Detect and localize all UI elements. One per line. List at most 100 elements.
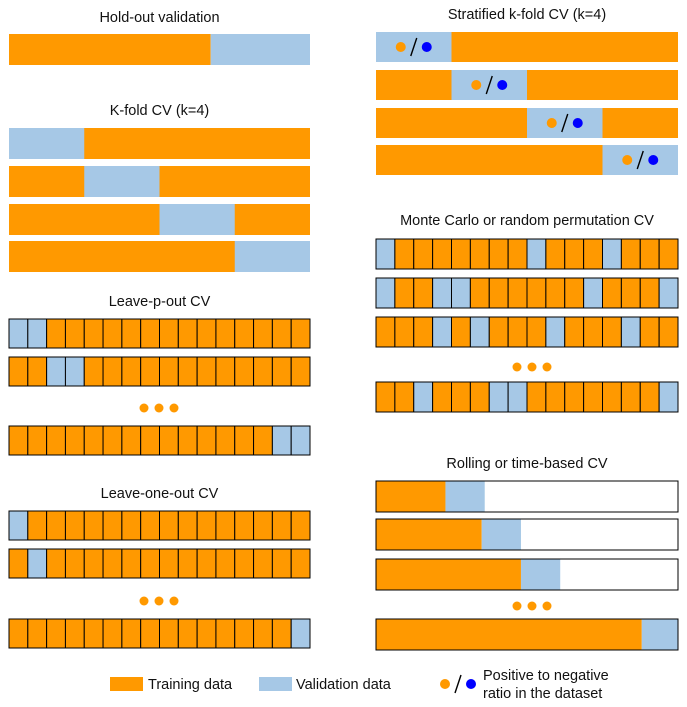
monte-carlo-row-3-cell-14: [620, 316, 641, 348]
monte-carlo-row-1-cell-14: [620, 238, 641, 270]
stratified-row-3-ratio-positive-dot: [546, 118, 557, 128]
leave-one-out-row-1-cell-10: [177, 510, 198, 541]
leave-one-out-row-3-cell-6: [102, 618, 123, 649]
stratified-row-4-ratio-positive-dot: [622, 155, 633, 165]
holdout-title: Hold-out validation: [99, 10, 220, 26]
monte-carlo-row-1-cell-2: [394, 238, 415, 270]
leave-p-out-row-1-cell-14: [253, 318, 273, 349]
legend-ratio-line2: ratio in the dataset: [483, 686, 603, 702]
monte-carlo-row-1-cell-12: [583, 238, 603, 270]
leave-p-out-row-1-cell-9: [159, 318, 179, 349]
monte-carlo-row-1-cell-7: [488, 238, 509, 270]
kfold-row-3-validation: [159, 204, 235, 235]
leave-p-out-row-2-cell-4: [64, 356, 85, 387]
leave-one-out-row-3-cell-14: [253, 618, 273, 649]
monte-carlo-row-4-cell-9: [526, 381, 547, 413]
leave-p-out-row-2-cell-16: [290, 356, 311, 387]
leave-one-out-row-3-cell-10: [177, 618, 198, 649]
leave-p-out-row-3-cell-7: [121, 425, 142, 456]
rolling-title: Rolling or time-based CV: [446, 456, 608, 472]
stratified-row-2-ratio-positive-dot: [471, 80, 482, 90]
monte-carlo-row-2-cell-11: [564, 277, 585, 309]
legend-ratio-slash: [454, 674, 462, 694]
leave-p-out-row-1-cell-4: [64, 318, 85, 349]
monte-carlo-row-3-cell-10: [545, 316, 566, 348]
stratified-row-1-ratio-negative-dot: [421, 42, 432, 52]
leave-one-out-row-3-cell-5: [83, 618, 104, 649]
leave-p-out-row-2-cell-8: [140, 356, 160, 387]
leave-p-out-row-3-cell-6: [102, 425, 123, 456]
leave-p-out-row-1-cell-10: [177, 318, 198, 349]
legend-training-swatch: [110, 677, 143, 691]
monte-carlo-row-4-cell-6: [469, 381, 490, 413]
leave-p-out-row-2-cell-10: [177, 356, 198, 387]
leave-p-out-row-2-cell-3: [46, 356, 66, 387]
leave-one-out-row-2-cell-13: [234, 548, 255, 579]
leave-one-out-row-1-cell-14: [253, 510, 273, 541]
stratified-row-4-ratio-negative-dot: [648, 155, 659, 165]
leave-one-out-row-2-cell-12: [215, 548, 236, 579]
leave-p-out-row-1-cell-2: [27, 318, 48, 349]
leave-one-out-row-3-cell-4: [64, 618, 85, 649]
legend-validation-label: Validation data: [296, 677, 391, 693]
leave-one-out-row-2-cell-14: [253, 548, 273, 579]
leave-one-out-title: Leave-one-out CV: [100, 486, 219, 502]
leave-p-out-row-1-cell-1: [8, 318, 29, 349]
leave-p-out-row-2-cell-6: [102, 356, 123, 387]
leave-p-out-row-3-cell-4: [64, 425, 85, 456]
leave-one-out-row-2-cell-5: [83, 548, 104, 579]
leave-p-out-ellipsis-dot-3: [169, 403, 179, 413]
monte-carlo-ellipsis-dot-2: [527, 362, 537, 372]
leave-p-out-row-3-cell-1: [8, 425, 29, 456]
leave-one-out-row-1-cell-6: [102, 510, 123, 541]
legend-validation-swatch: [259, 677, 292, 691]
leave-one-out-row-2-cell-7: [121, 548, 142, 579]
monte-carlo-row-2-cell-9: [526, 277, 547, 309]
monte-carlo-row-3-cell-4: [432, 316, 452, 348]
monte-carlo-row-3-cell-15: [639, 316, 660, 348]
leave-p-out-row-3-cell-11: [196, 425, 217, 456]
monte-carlo-row-3-cell-12: [583, 316, 603, 348]
leave-one-out-row-3-cell-1: [8, 618, 29, 649]
leave-p-out-row-1-cell-15: [271, 318, 292, 349]
monte-carlo-row-2-cell-1: [375, 277, 396, 309]
legend-training-label: Training data: [148, 677, 233, 693]
monte-carlo-row-3-cell-1: [375, 316, 396, 348]
monte-carlo-row-3-cell-11: [564, 316, 585, 348]
leave-one-out-row-1-cell-4: [64, 510, 85, 541]
rolling-row-1-training: [376, 481, 446, 512]
leave-one-out-row-2-cell-16: [290, 548, 311, 579]
leave-p-out-row-3-cell-10: [177, 425, 198, 456]
leave-one-out-ellipsis-dot-3: [169, 596, 179, 606]
leave-one-out-row-2-cell-3: [46, 548, 66, 579]
stratified-row-2-ratio-slash: [485, 75, 493, 95]
rolling-ellipsis-dot-1: [512, 601, 522, 611]
monte-carlo-row-1-cell-5: [451, 238, 471, 270]
stratified-title: Stratified k-fold CV (k=4): [447, 7, 607, 23]
leave-one-out-row-3-cell-2: [27, 618, 48, 649]
leave-one-out-row-2-cell-6: [102, 548, 123, 579]
stratified-row-1-ratio-slash: [410, 37, 418, 57]
monte-carlo-row-4-cell-7: [488, 381, 509, 413]
leave-one-out-row-3-cell-7: [121, 618, 142, 649]
monte-carlo-row-1-cell-4: [432, 238, 452, 270]
leave-p-out-ellipsis-dot-2: [154, 403, 164, 413]
monte-carlo-row-4-cell-5: [451, 381, 471, 413]
monte-carlo-row-1-cell-9: [526, 238, 547, 270]
leave-p-out-row-2-cell-13: [234, 356, 255, 387]
leave-p-out-row-1-cell-16: [290, 318, 311, 349]
monte-carlo-row-3-cell-13: [602, 316, 622, 348]
leave-one-out-row-2-cell-10: [177, 548, 198, 579]
monte-carlo-row-4-cell-11: [564, 381, 585, 413]
leave-one-out-row-2-cell-11: [196, 548, 217, 579]
leave-one-out-row-3-cell-8: [140, 618, 160, 649]
kfold-title: K-fold CV (k=4): [109, 103, 210, 119]
leave-one-out-row-2-cell-9: [159, 548, 179, 579]
monte-carlo-title: Monte Carlo or random permutation CV: [400, 213, 654, 229]
monte-carlo-row-2-cell-3: [413, 277, 434, 309]
monte-carlo-row-4-cell-12: [583, 381, 603, 413]
monte-carlo-row-1-cell-15: [639, 238, 660, 270]
monte-carlo-row-3-cell-9: [526, 316, 547, 348]
leave-one-out-row-1-cell-1: [8, 510, 29, 541]
